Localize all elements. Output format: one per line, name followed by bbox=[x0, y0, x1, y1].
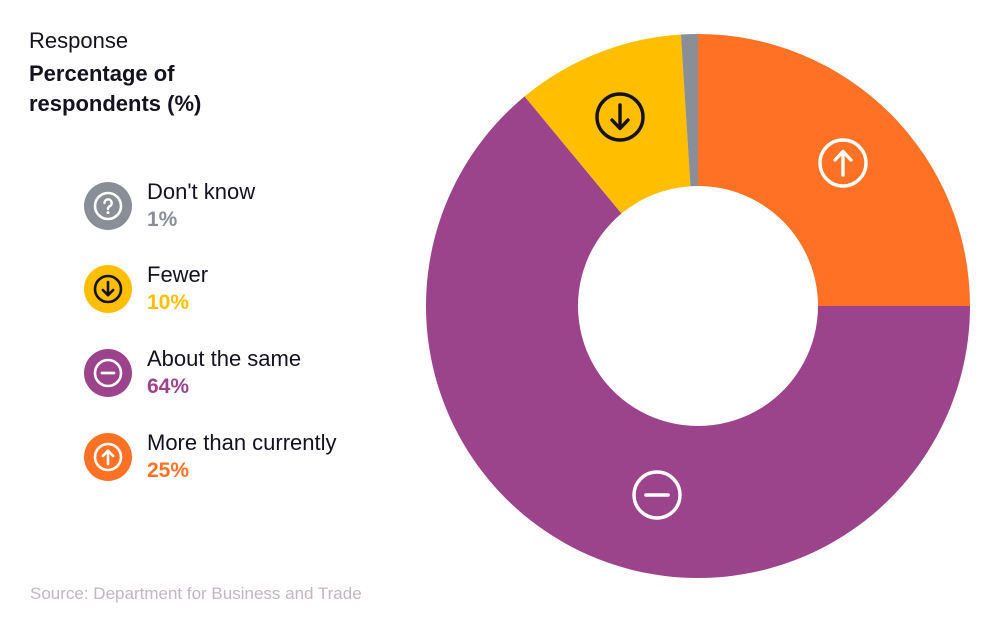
question-icon bbox=[84, 182, 132, 230]
fewer-slice-icon bbox=[595, 92, 645, 142]
source-note: Source: Department for Business and Trad… bbox=[30, 584, 362, 603]
legend-item-dont-know: Don't know 1% bbox=[84, 179, 404, 242]
donut-slices bbox=[425, 34, 970, 579]
chart-subtitle: Response bbox=[29, 28, 129, 53]
slice-more-than-currently bbox=[698, 34, 970, 306]
slice-about-the-same bbox=[425, 96, 970, 579]
legend-item-about-the-same: About the same 64% bbox=[84, 346, 404, 409]
legend-label: More than currently bbox=[147, 430, 337, 455]
arrow-up-circle-icon bbox=[84, 433, 132, 481]
minus-circle-icon bbox=[84, 349, 132, 397]
legend-value: 1% bbox=[147, 208, 178, 231]
about-the-same-slice-icon bbox=[632, 470, 682, 520]
chart-title: Percentage of respondents (%) bbox=[29, 61, 202, 116]
legend-item-more-than-currently: More than currently 25% bbox=[84, 430, 404, 493]
slice-don-t-know bbox=[680, 34, 698, 187]
more-than-currently-slice-icon bbox=[818, 138, 868, 188]
legend-label: Don't know bbox=[147, 179, 256, 204]
arrow-down-circle-icon bbox=[84, 265, 132, 313]
slice-fewer bbox=[524, 34, 691, 214]
legend-label: Fewer bbox=[147, 262, 209, 287]
legend-value: 64% bbox=[147, 375, 190, 398]
legend-value: 10% bbox=[147, 291, 190, 314]
legend-item-fewer: Fewer 10% bbox=[84, 262, 404, 325]
legend-label: About the same bbox=[147, 346, 302, 371]
legend-value: 25% bbox=[147, 459, 190, 482]
